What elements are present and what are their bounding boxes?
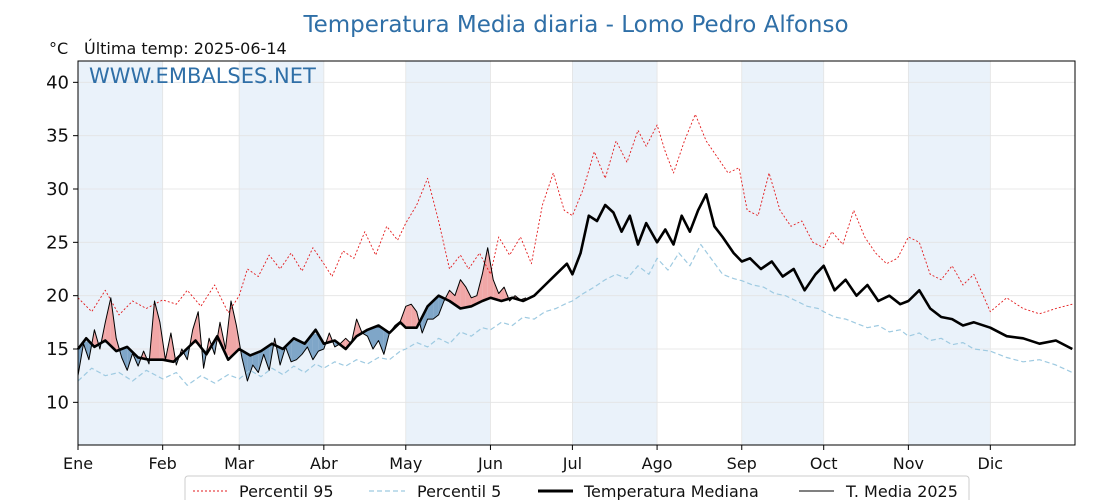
legend-median-label: Temperatura Mediana bbox=[583, 482, 759, 500]
x-tick-label: Dic bbox=[978, 454, 1004, 473]
legend-p5-label: Percentil 5 bbox=[417, 482, 501, 500]
month-band bbox=[405, 61, 491, 445]
y-axis: 10 15 20 25 30 35 40 bbox=[46, 72, 78, 413]
plot-frame bbox=[77, 60, 1076, 446]
month-bands bbox=[78, 61, 991, 445]
x-tick-label: Feb bbox=[149, 454, 177, 473]
x-tick-label: Oct bbox=[810, 454, 838, 473]
x-tick-label: Ago bbox=[642, 454, 673, 473]
x-tick-label: Ene bbox=[63, 454, 93, 473]
above-median-fill bbox=[454, 279, 461, 309]
above-median-fill bbox=[482, 247, 488, 301]
x-tick-label: Abr bbox=[310, 454, 338, 473]
last-temp-label: Última temp: 2025-06-14 bbox=[84, 39, 287, 58]
below-median-fill bbox=[422, 306, 428, 333]
y-tick-label: 35 bbox=[46, 126, 69, 147]
month-band bbox=[572, 61, 658, 445]
y-tick-label: 40 bbox=[46, 72, 69, 93]
month-band bbox=[78, 61, 163, 445]
x-tick-label: Mar bbox=[224, 454, 255, 473]
legend-current-label: T. Media 2025 bbox=[845, 482, 958, 500]
above-median-fill bbox=[192, 311, 199, 344]
month-band bbox=[239, 61, 324, 445]
y-tick-label: 30 bbox=[46, 179, 69, 200]
month-band bbox=[741, 61, 824, 445]
below-median-fill bbox=[263, 345, 270, 371]
below-median-fill bbox=[121, 346, 128, 371]
above-median-fill bbox=[493, 279, 499, 301]
y-tick-label: 20 bbox=[46, 286, 69, 307]
chart-title: Temperatura Media diaria - Lomo Pedro Al… bbox=[302, 12, 848, 38]
below-median-fill bbox=[296, 339, 302, 360]
series-line-p95 bbox=[77, 113, 1073, 316]
above-median-fill bbox=[154, 301, 160, 360]
x-tick-label: Jun bbox=[477, 454, 503, 473]
series-line-median bbox=[76, 193, 1073, 364]
legend-p95-label: Percentil 95 bbox=[239, 482, 334, 500]
y-tick-label: 10 bbox=[46, 392, 69, 413]
month-band bbox=[908, 61, 991, 445]
unit-label: °C bbox=[49, 39, 68, 58]
x-tick-label: Sep bbox=[727, 454, 757, 473]
legend: Percentil 95 Percentil 5 Temperatura Med… bbox=[184, 475, 970, 500]
below-median-fill bbox=[378, 325, 384, 355]
y-tick-label: 15 bbox=[46, 339, 69, 360]
below-median-fill bbox=[252, 352, 259, 373]
above-median-fill bbox=[405, 304, 412, 328]
grid-lines bbox=[77, 61, 1075, 445]
series-line-current bbox=[77, 247, 527, 382]
above-median-fill bbox=[231, 301, 237, 357]
below-median-fill bbox=[373, 325, 379, 349]
x-tick-label: May bbox=[389, 454, 422, 473]
below-median-fill bbox=[291, 339, 297, 362]
x-tick-label: Nov bbox=[893, 454, 924, 473]
below-median-fill bbox=[247, 353, 253, 381]
below-median-fill bbox=[367, 327, 373, 349]
watermark: WWW.EMBALSES.NET bbox=[89, 64, 316, 88]
legend-box bbox=[184, 475, 970, 500]
above-median-fill bbox=[460, 279, 466, 309]
series-line-p5 bbox=[77, 243, 1073, 386]
y-tick-label: 25 bbox=[46, 232, 69, 253]
above-median-fill bbox=[465, 287, 472, 308]
below-median-fill bbox=[433, 295, 439, 320]
series-lines bbox=[76, 113, 1073, 386]
above-median-fill bbox=[498, 287, 505, 301]
x-axis: Ene Feb Mar Abr May Jun Jul Ago Sep Oct Nov Dic bbox=[63, 445, 1003, 473]
above-median-fill bbox=[105, 297, 111, 346]
x-tick-label: Jul bbox=[562, 454, 582, 473]
